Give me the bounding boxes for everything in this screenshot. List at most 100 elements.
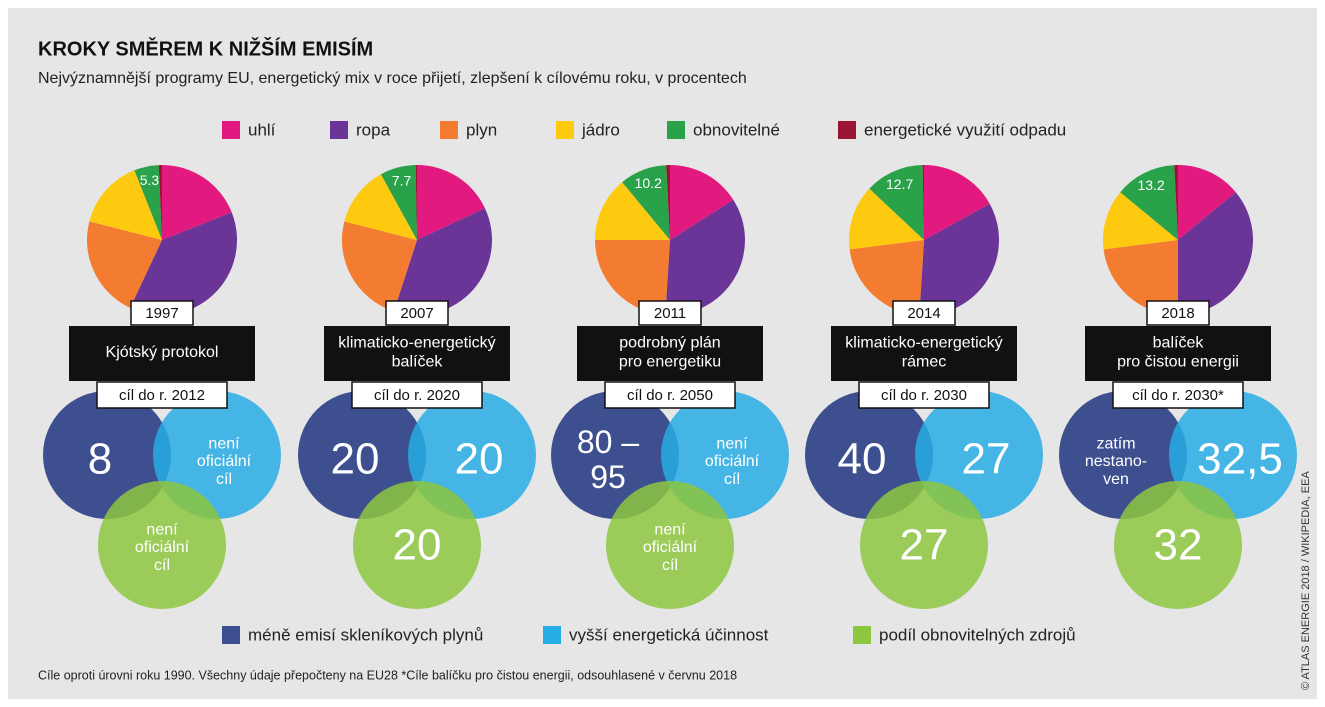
year-box: [1146, 300, 1210, 326]
target-value: ven: [1103, 471, 1129, 488]
legend-label: plyn: [466, 120, 497, 139]
target: cíl do r. 2012: [119, 387, 205, 404]
pie-slice: [1103, 192, 1178, 250]
target-value: 20: [331, 435, 380, 484]
target-legend-label: podíl obnovitelných zdrojů: [879, 625, 1076, 644]
target-value: oficiální: [705, 453, 760, 470]
target-value: oficiální: [643, 539, 698, 556]
pie-slice: [849, 188, 924, 250]
target-value: 80 –: [577, 424, 639, 460]
target-legend-swatch: [853, 626, 871, 644]
pie-slice: [1120, 165, 1178, 240]
target-legend-swatch: [222, 626, 240, 644]
renewables-circle: [353, 481, 481, 609]
legend-label: energetické využití odpadu: [864, 120, 1066, 139]
legend-label: ropa: [356, 120, 391, 139]
legend-swatch: [222, 121, 240, 139]
pie-slice: [393, 208, 492, 315]
pie-slice: [849, 240, 924, 315]
year-box: [638, 300, 702, 326]
pie-slice: [595, 240, 670, 315]
program-name: balíček: [392, 354, 444, 371]
target-value: 8: [88, 435, 112, 484]
program-name: klimaticko-energetický: [338, 335, 495, 352]
slice-label: 5.3: [140, 172, 160, 188]
target-value: 27: [900, 521, 949, 570]
year: 1997: [145, 305, 178, 322]
target-value: cíl: [154, 557, 170, 574]
pie-slice: [417, 165, 485, 240]
legend-swatch: [330, 121, 348, 139]
target-value: není: [654, 522, 686, 539]
target: cíl do r. 2050: [627, 387, 713, 404]
target-box: [604, 381, 736, 409]
legend-swatch: [838, 121, 856, 139]
program-box: [831, 326, 1017, 381]
renewables-circle: [1114, 481, 1242, 609]
target-value: oficiální: [197, 453, 252, 470]
pie-slice: [89, 170, 162, 240]
pie-slice: [1178, 192, 1253, 315]
year: 2007: [400, 305, 433, 322]
pie-slice: [924, 165, 990, 240]
target-value: 20: [393, 521, 442, 570]
target-legend-label: vyšší energetická účinnost: [569, 625, 769, 644]
target-value: 95: [590, 459, 626, 495]
target-value: cíl: [216, 471, 232, 488]
renewables-circle: [606, 481, 734, 609]
pie-slice: [922, 165, 924, 240]
pie-slice: [130, 212, 237, 315]
pie-slice: [1174, 165, 1178, 240]
subtitle: Nejvýznamnější programy EU, energetický …: [38, 70, 747, 87]
target-value: 27: [962, 435, 1011, 484]
year: 2018: [1161, 305, 1194, 322]
pie-slice: [415, 165, 417, 240]
target-value: 32: [1154, 521, 1203, 570]
slice-label: 10.2: [635, 175, 662, 191]
legend-swatch: [556, 121, 574, 139]
footnote: Cíle oproti úrovni roku 1990. Všechny úd…: [38, 668, 737, 682]
target: cíl do r. 2030*: [1132, 387, 1224, 404]
program-name: Kjótský protokol: [106, 344, 219, 361]
pie-slice: [919, 203, 1000, 315]
target-value: 32,5: [1197, 435, 1283, 484]
pie-slice: [1103, 240, 1178, 315]
program-name: podrobný plán: [619, 335, 720, 352]
renewables-circle: [860, 481, 988, 609]
pie-slice: [665, 199, 746, 315]
target-box: [1112, 381, 1244, 409]
slice-label: 7.7: [392, 173, 412, 189]
legend-swatch: [667, 121, 685, 139]
year: 2014: [907, 305, 940, 322]
pie-slice: [670, 165, 734, 240]
target-box: [858, 381, 990, 409]
year: 2011: [654, 305, 686, 322]
pie-slice: [342, 221, 417, 312]
pie-slice: [594, 182, 670, 240]
target-value: není: [716, 436, 748, 453]
target: cíl do r. 2030: [881, 387, 967, 404]
program-box: [577, 326, 763, 381]
program-box: [69, 326, 255, 381]
program-name: klimaticko-energetický: [845, 335, 1002, 352]
pie-slice: [666, 165, 670, 240]
program-name: rámec: [902, 354, 946, 371]
legend-label: obnovitelné: [693, 120, 780, 139]
year-box: [892, 300, 956, 326]
pie-slice: [380, 165, 417, 240]
renewables-circle: [98, 481, 226, 609]
target-box: [351, 381, 483, 409]
target-value: není: [146, 522, 178, 539]
program-name: balíček: [1153, 335, 1205, 352]
pie-slice: [86, 221, 162, 308]
target-legend-swatch: [543, 626, 561, 644]
target-value: zatím: [1096, 436, 1135, 453]
target-value: oficiální: [135, 539, 190, 556]
target-value: není: [208, 436, 240, 453]
year-box: [385, 300, 449, 326]
target-value: nestano-: [1085, 453, 1147, 470]
target-box: [96, 381, 228, 409]
target-legend-label: méně emisí skleníkových plynů: [248, 625, 483, 644]
target-value: 20: [455, 435, 504, 484]
